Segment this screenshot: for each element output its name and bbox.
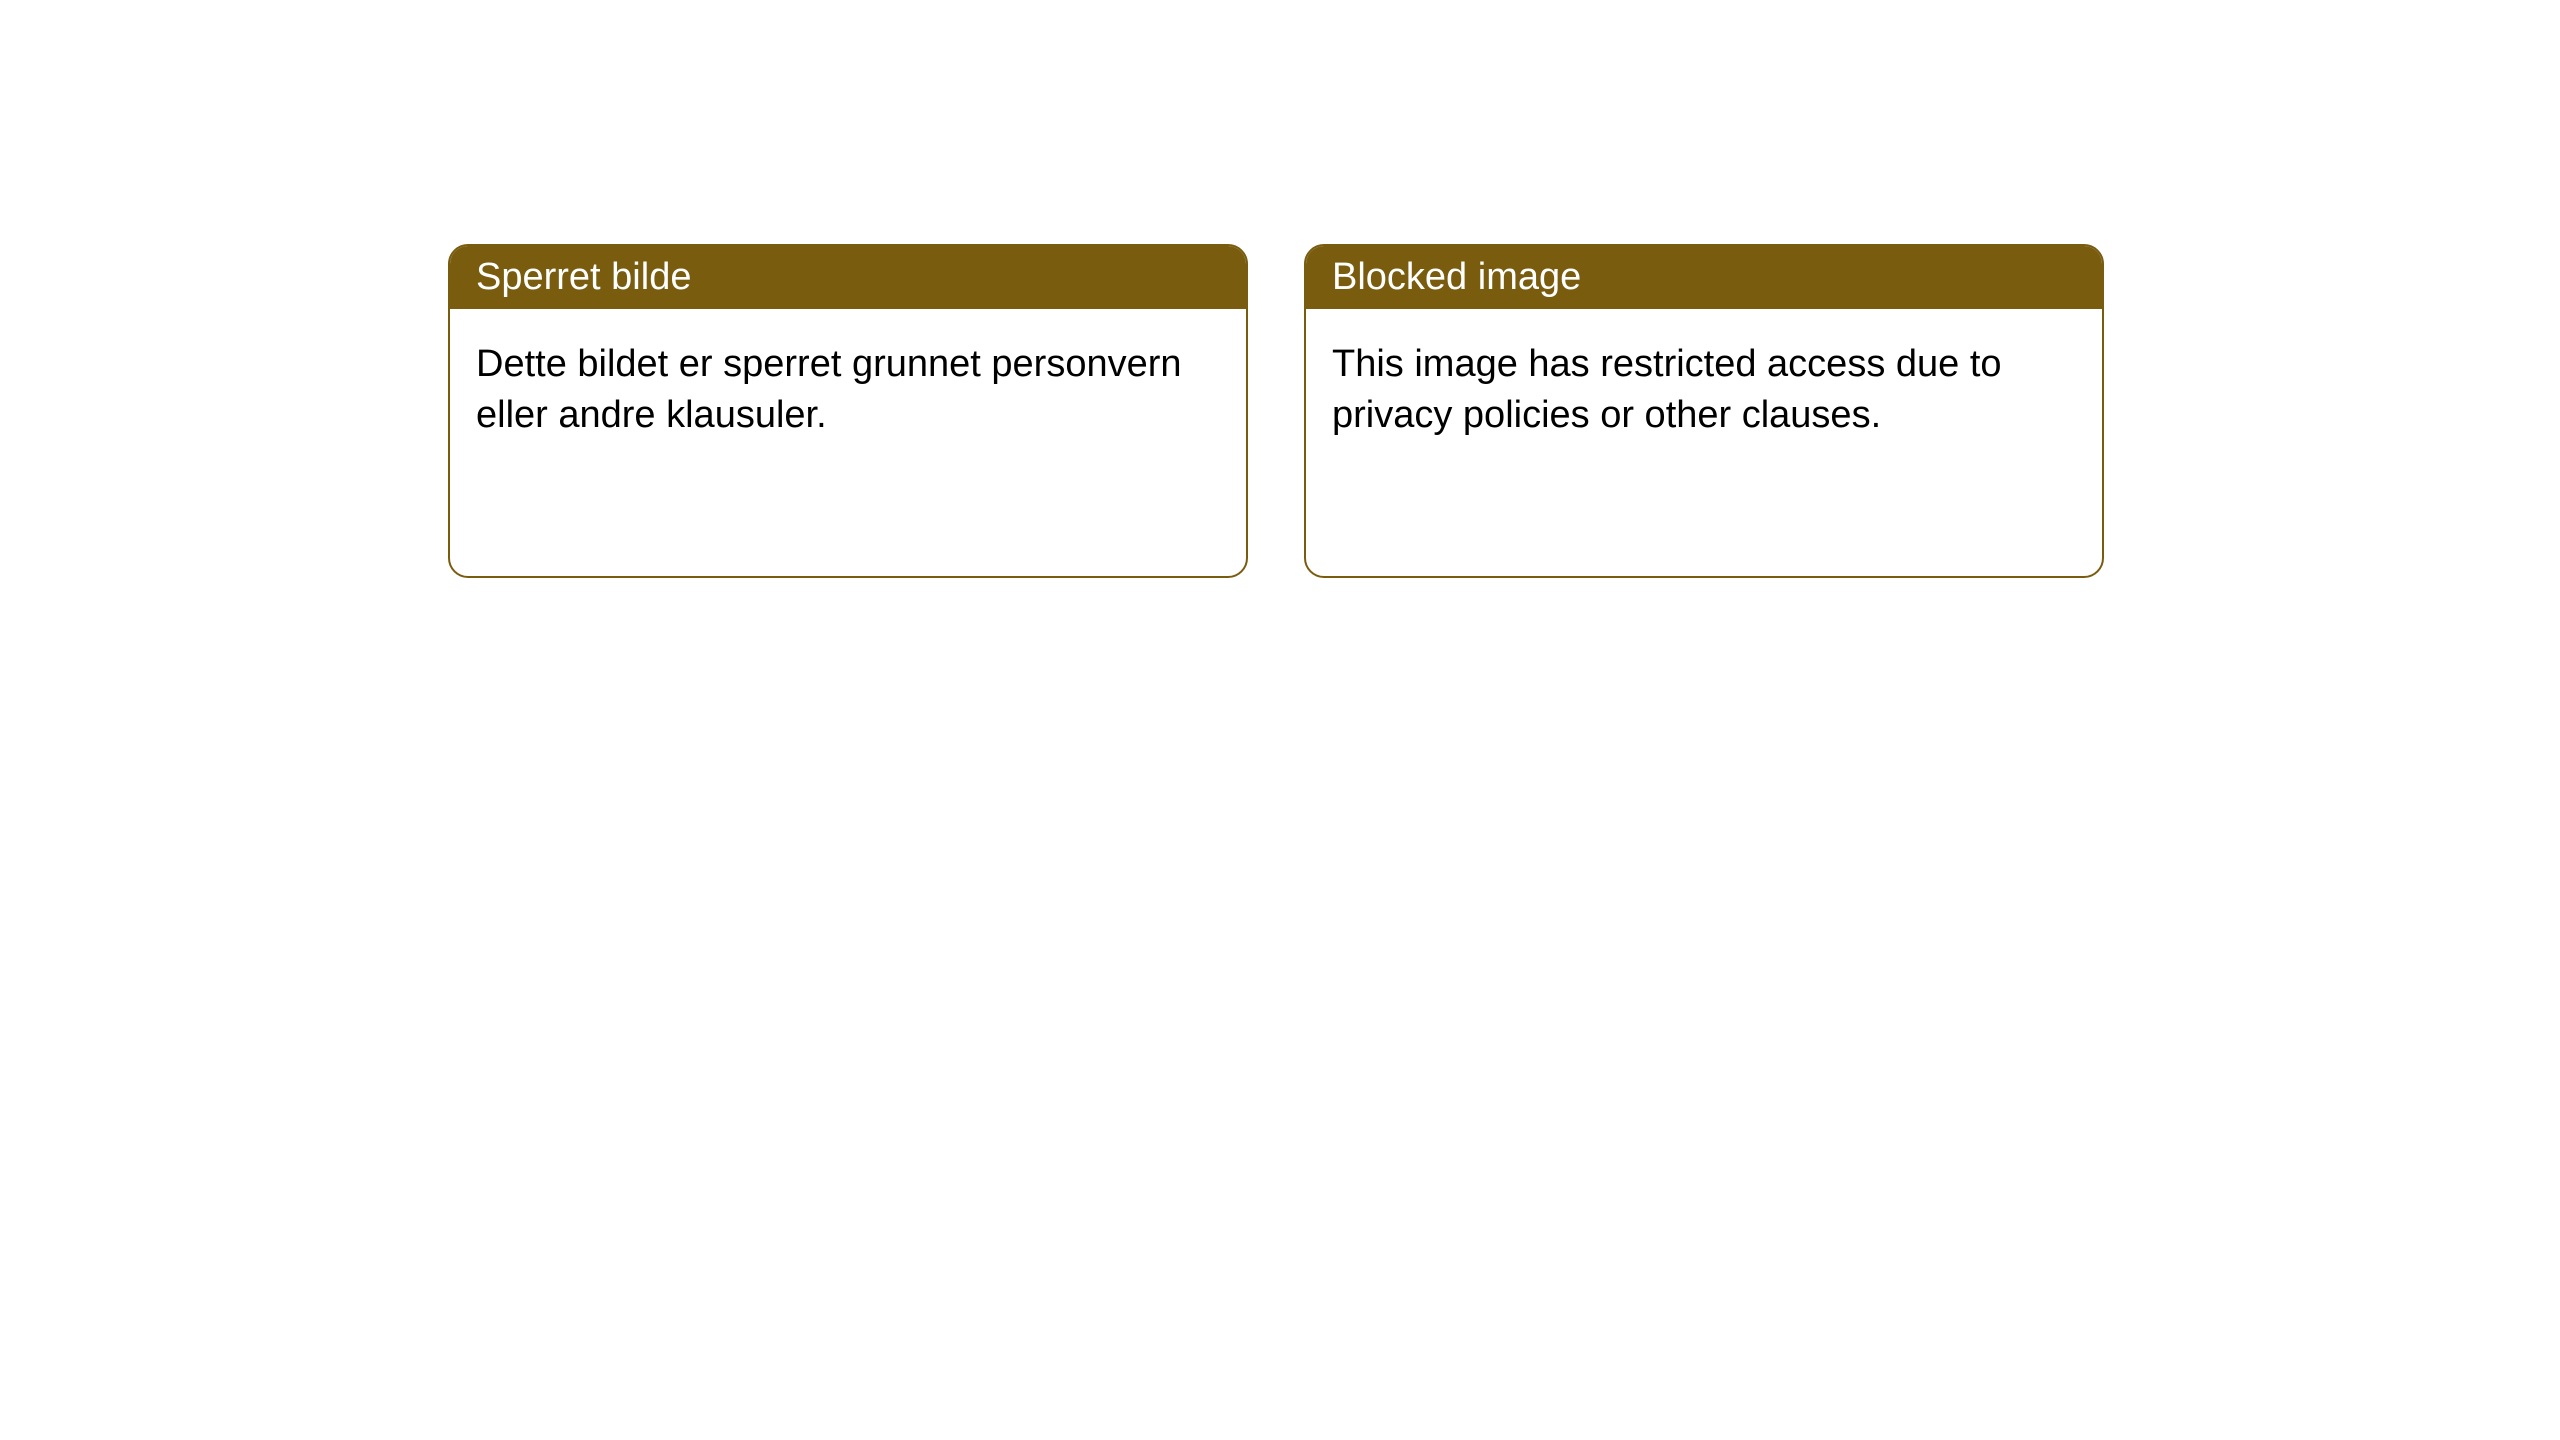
notice-card-norwegian: Sperret bilde Dette bildet er sperret gr… [448,244,1248,578]
notice-card-english: Blocked image This image has restricted … [1304,244,2104,578]
notice-container: Sperret bilde Dette bildet er sperret gr… [0,0,2560,578]
notice-body-norwegian: Dette bildet er sperret grunnet personve… [450,309,1246,472]
notice-text-norwegian: Dette bildet er sperret grunnet personve… [476,343,1182,436]
notice-title-norwegian: Sperret bilde [476,256,691,298]
notice-header-norwegian: Sperret bilde [450,246,1246,309]
notice-title-english: Blocked image [1332,256,1581,298]
notice-header-english: Blocked image [1306,246,2102,309]
notice-text-english: This image has restricted access due to … [1332,343,2002,436]
notice-body-english: This image has restricted access due to … [1306,309,2102,472]
